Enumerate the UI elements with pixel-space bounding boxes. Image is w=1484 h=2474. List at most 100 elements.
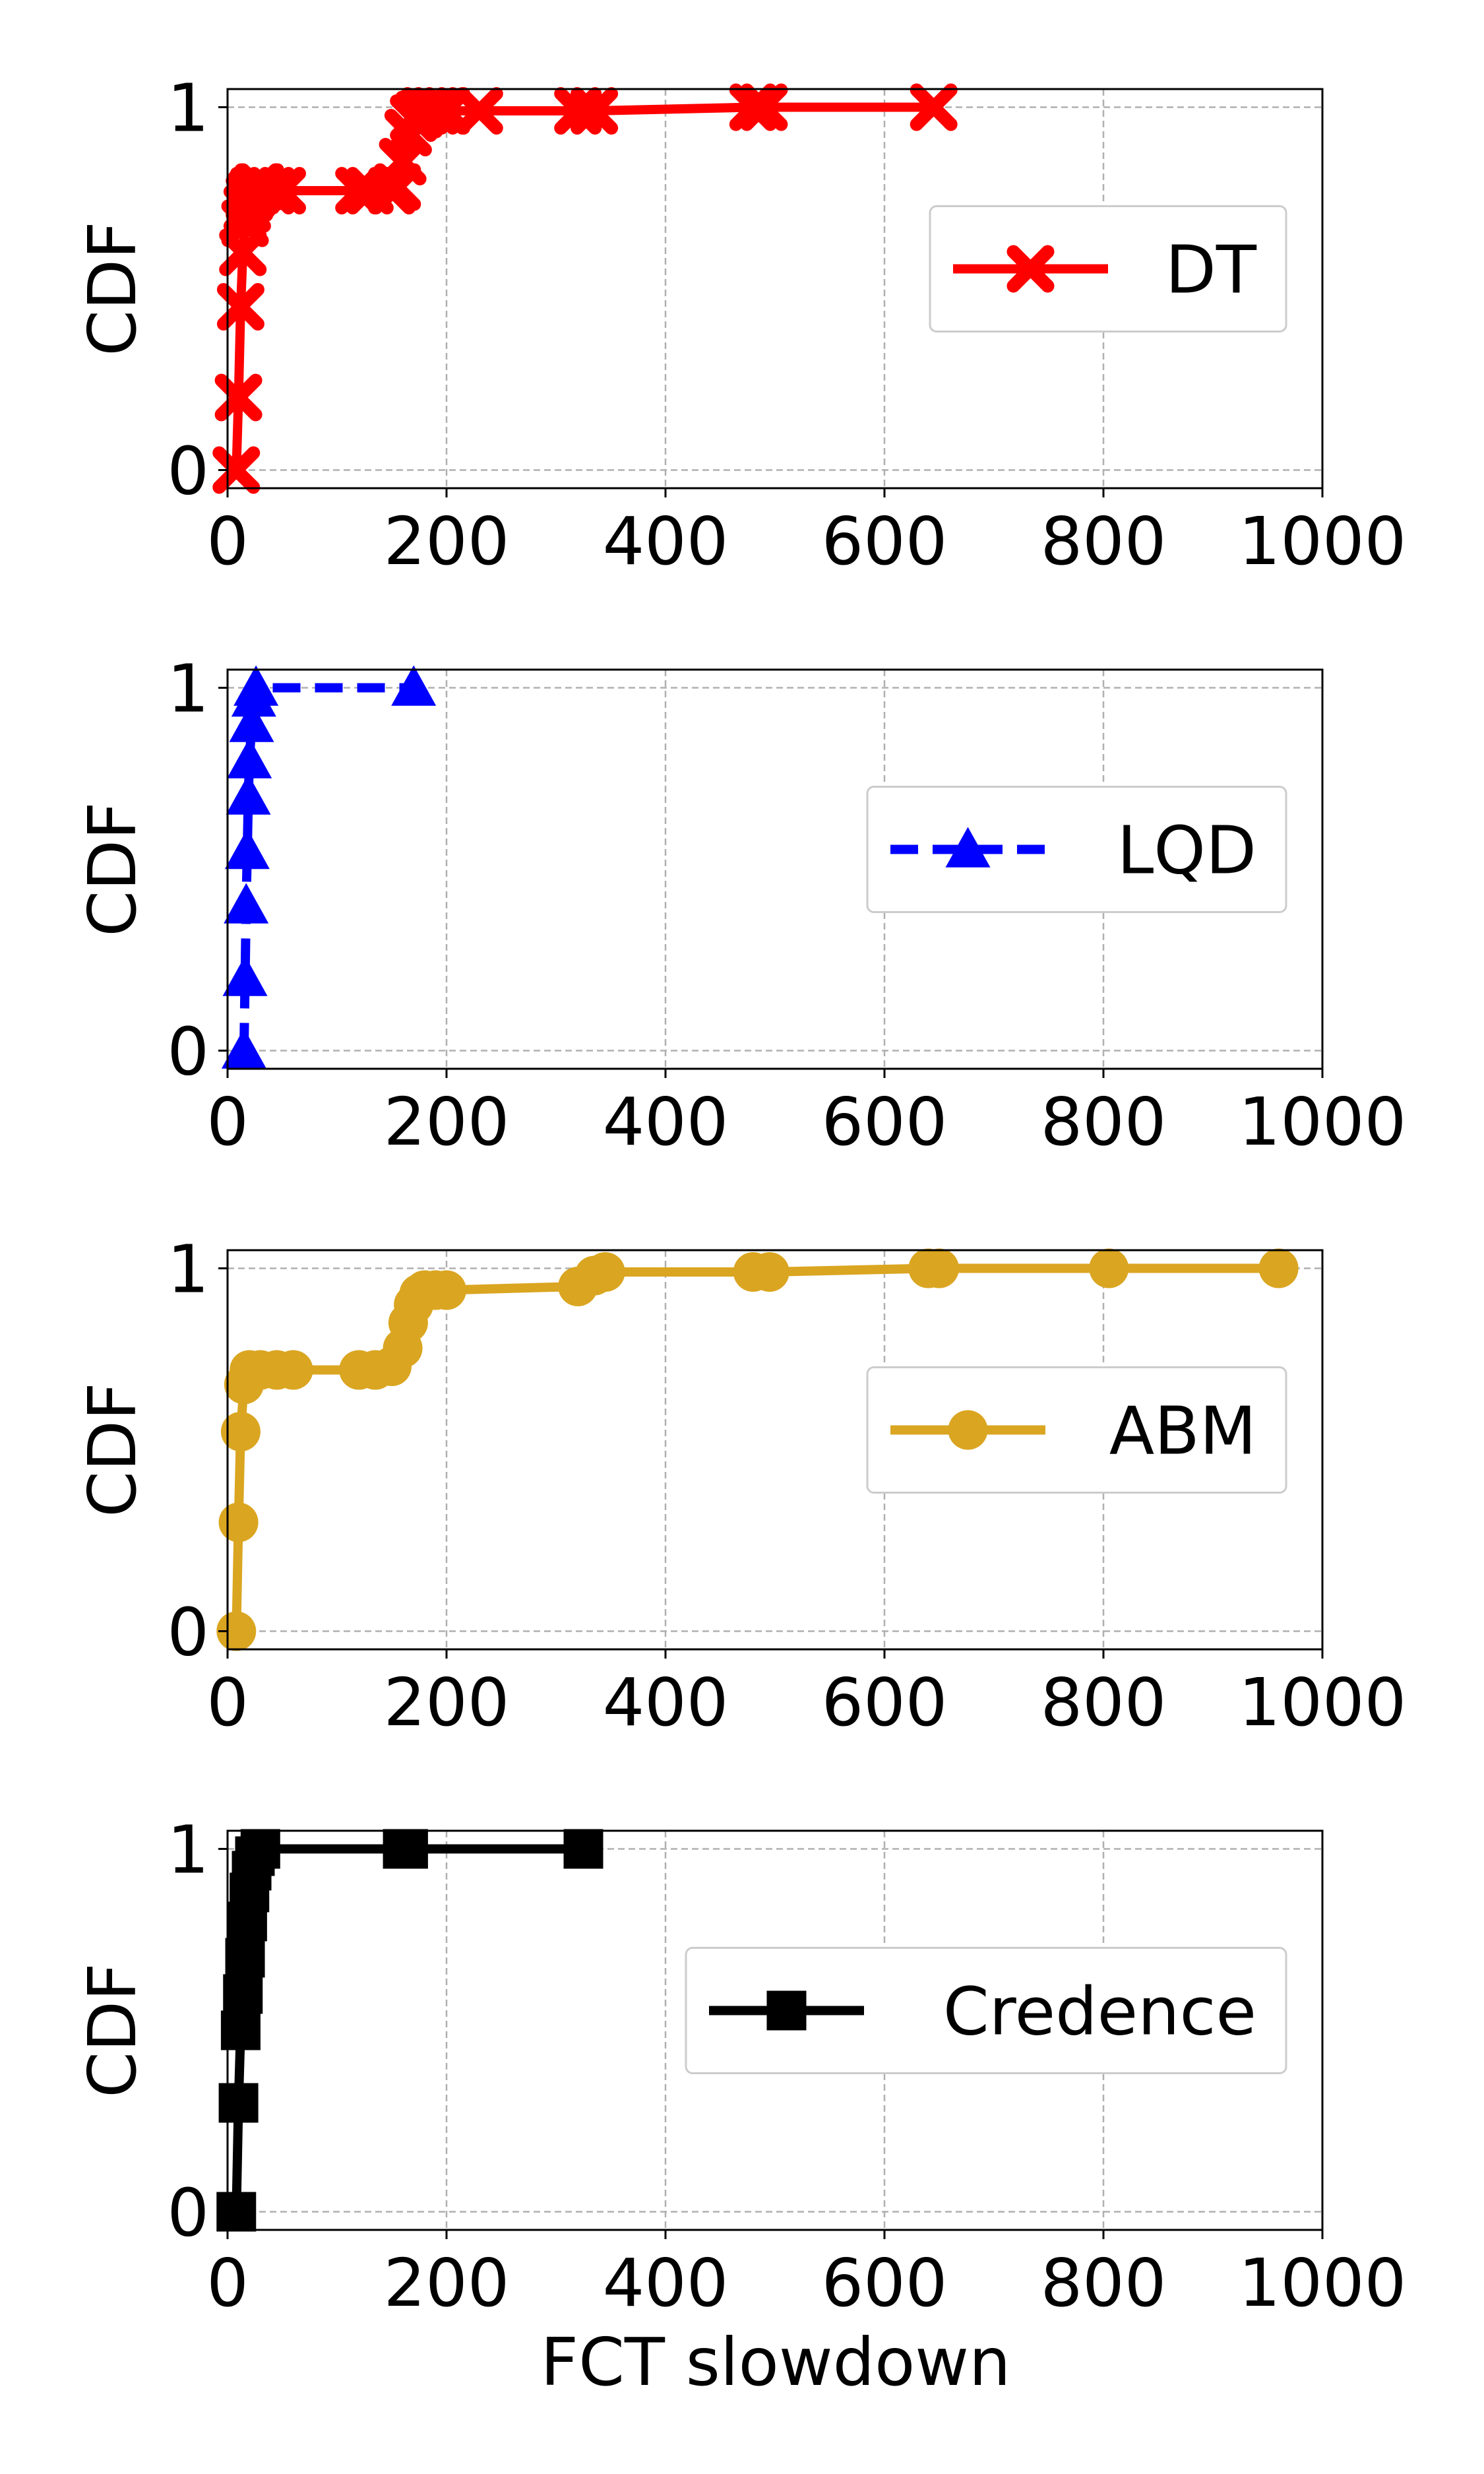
- legend-marker: [766, 1990, 807, 2031]
- x-tick-label: 400: [603, 503, 729, 580]
- y-axis-title: CDF: [74, 802, 151, 936]
- data-point: [1089, 1248, 1129, 1288]
- data-point: [240, 1829, 280, 1869]
- x-tick-label: 1000: [1239, 1664, 1407, 1741]
- data-point: [740, 83, 788, 131]
- x-tick-label: 400: [603, 1664, 729, 1741]
- legend: ABM: [866, 1366, 1287, 1494]
- series-line-lqd: [239, 683, 414, 1051]
- y-axis-title: CDF: [74, 1382, 151, 1517]
- y-tick-label: 1: [167, 1231, 209, 1308]
- data-point: [225, 1938, 265, 1978]
- x-tick-label: 200: [384, 2244, 510, 2322]
- x-tick-label: 800: [1041, 2244, 1167, 2322]
- x-tick-label: 800: [1041, 1083, 1167, 1160]
- x-tick-label: 1000: [1239, 1083, 1407, 1160]
- y-tick-label: 1: [167, 650, 209, 728]
- legend: Credence: [685, 1947, 1287, 2074]
- x-tick-label: 600: [822, 2244, 948, 2322]
- x-tick-label: 0: [206, 1664, 249, 1741]
- data-point: [563, 1829, 603, 1869]
- x-axis-title: FCT slowdown: [541, 2324, 1011, 2401]
- data-point: [910, 83, 958, 131]
- x-tick-label: 200: [384, 1083, 510, 1160]
- data-point: [259, 167, 306, 214]
- legend-frame: [866, 786, 1287, 913]
- data-point: [224, 829, 270, 870]
- data-point: [729, 83, 777, 131]
- data-point: [221, 1028, 266, 1069]
- legend-marker: [948, 1410, 988, 1450]
- series-line-credence: [232, 1844, 584, 2212]
- plot-frame: [226, 668, 1324, 1070]
- y-tick-label: 1: [167, 1812, 209, 1889]
- x-tick-label: 200: [384, 503, 510, 580]
- data-point: [247, 167, 295, 214]
- x-tick-label: 0: [206, 503, 249, 580]
- data-point: [224, 883, 269, 924]
- y-tick-label: 0: [167, 1013, 209, 1091]
- data-point: [335, 167, 383, 214]
- legend-label: ABM: [1109, 1393, 1256, 1470]
- x-tick-label: 400: [603, 1083, 729, 1160]
- data-point: [223, 1974, 263, 2014]
- data-point: [455, 87, 503, 135]
- data-point: [227, 738, 272, 778]
- data-point: [216, 1611, 257, 1651]
- data-point: [226, 774, 271, 815]
- x-tick-label: 400: [603, 2244, 729, 2322]
- data-point: [412, 87, 460, 135]
- data-point: [212, 446, 261, 494]
- data-point: [233, 665, 279, 706]
- series-line-dt: [232, 102, 934, 470]
- legend-label: Credence: [943, 1973, 1256, 2050]
- x-tick-label: 0: [206, 1083, 249, 1160]
- data-point: [216, 283, 264, 331]
- x-tick-label: 1000: [1239, 503, 1407, 580]
- data-point: [218, 1502, 259, 1542]
- data-point: [919, 1248, 959, 1288]
- legend-label: DT: [1165, 232, 1257, 309]
- y-tick-label: 0: [167, 433, 209, 510]
- plot-frame: [226, 1829, 1324, 2231]
- x-tick-label: 800: [1041, 503, 1167, 580]
- data-point: [571, 87, 619, 135]
- x-tick-label: 600: [822, 1664, 948, 1741]
- y-axis-title: CDF: [74, 1963, 151, 2097]
- y-tick-label: 1: [167, 70, 209, 147]
- data-point: [1258, 1248, 1299, 1288]
- y-tick-label: 0: [167, 2174, 209, 2252]
- y-tick-label: 0: [167, 1594, 209, 1671]
- y-axis-title: CDF: [74, 221, 151, 356]
- legend: LQD: [866, 786, 1287, 913]
- legend-frame: [685, 1947, 1287, 2074]
- data-point: [218, 2083, 259, 2123]
- x-tick-label: 800: [1041, 1664, 1167, 1741]
- x-tick-label: 0: [206, 2244, 249, 2322]
- data-point: [427, 1270, 466, 1310]
- data-point: [423, 87, 470, 135]
- plot-frame: [226, 88, 1324, 490]
- data-point: [273, 1350, 313, 1390]
- data-point: [585, 1252, 625, 1292]
- legend-marker: [945, 827, 991, 868]
- x-tick-label: 600: [822, 503, 948, 580]
- legend: DT: [929, 205, 1287, 333]
- data-point: [749, 1252, 789, 1292]
- legend-label: LQD: [1117, 812, 1256, 889]
- data-point: [391, 665, 437, 706]
- legend-marker: [1006, 245, 1055, 293]
- x-tick-label: 200: [384, 1664, 510, 1741]
- data-point: [222, 955, 268, 996]
- legend-frame: [866, 1366, 1287, 1494]
- plot-frame: [226, 1249, 1324, 1651]
- data-point: [388, 1829, 428, 1869]
- x-tick-label: 600: [822, 1083, 948, 1160]
- data-point: [220, 1412, 261, 1451]
